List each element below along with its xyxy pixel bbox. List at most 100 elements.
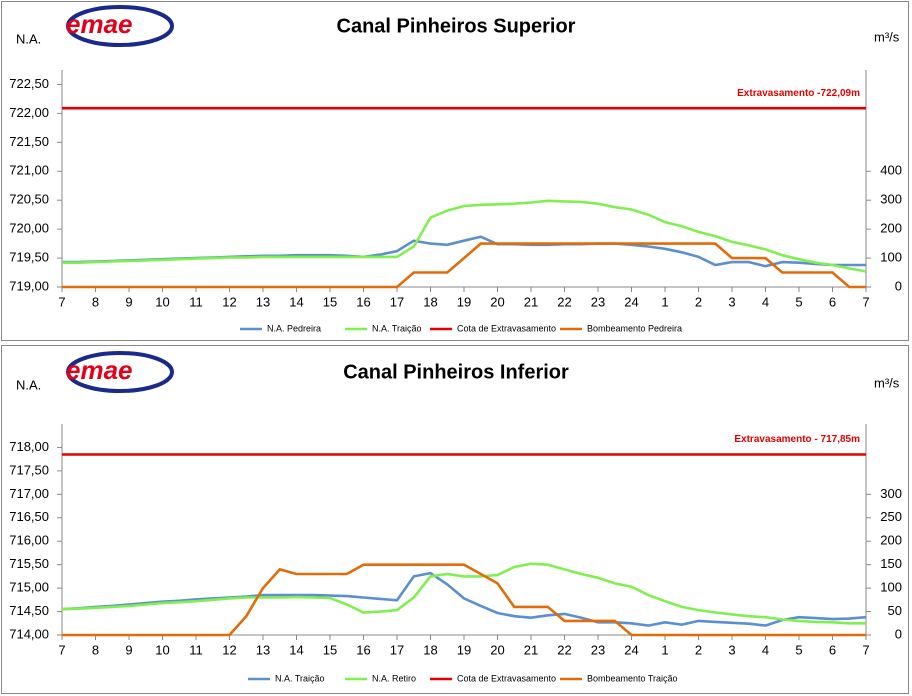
y-tick-label: 718,00 xyxy=(9,439,49,454)
chart-title: Canal Pinheiros Inferior xyxy=(343,361,569,383)
x-tick-label: 4 xyxy=(762,294,769,309)
panel xyxy=(1,1,909,341)
legend-label: Cota de Extravasamento xyxy=(457,673,556,683)
x-tick-label: 22 xyxy=(557,642,571,657)
legend-label: N.A. Traição xyxy=(275,673,325,683)
annotation: Extravasamento -722,09m xyxy=(737,88,860,99)
x-tick-label: 6 xyxy=(829,294,836,309)
legend-label: N.A. Pedreira xyxy=(267,323,321,333)
x-tick-label: 14 xyxy=(289,294,303,309)
x-tick-label: 21 xyxy=(524,642,538,657)
x-tick-label: 1 xyxy=(661,642,668,657)
y2-axis-label: m³/s xyxy=(874,375,900,390)
x-tick-label: 7 xyxy=(58,642,65,657)
y-tick-label: 720,00 xyxy=(9,221,49,236)
x-tick-label: 3 xyxy=(728,294,735,309)
y-tick-label: 722,50 xyxy=(9,76,49,91)
y2-tick-label: 100 xyxy=(880,580,902,595)
y-tick-label: 717,00 xyxy=(9,486,49,501)
y-tick-label: 714,00 xyxy=(9,626,49,641)
y-tick-label: 721,00 xyxy=(9,163,49,178)
y-tick-label: 719,00 xyxy=(9,278,49,293)
y-tick-label: 714,50 xyxy=(9,603,49,618)
x-tick-label: 10 xyxy=(155,642,169,657)
x-tick-label: 23 xyxy=(591,642,605,657)
series-line xyxy=(62,563,866,637)
x-tick-label: 20 xyxy=(490,642,504,657)
x-tick-label: 8 xyxy=(92,294,99,309)
y-tick-label: 716,50 xyxy=(9,509,49,524)
x-tick-label: 16 xyxy=(356,294,370,309)
legend-label: Cota de Extravasamento xyxy=(457,323,556,333)
x-tick-label: 8 xyxy=(92,642,99,657)
logo-swoosh xyxy=(66,5,174,47)
y-tick-label: 716,00 xyxy=(9,533,49,548)
y2-tick-label: 50 xyxy=(888,603,902,618)
chart: emae Canal Pinheiros Inferior N.A. m³/s 714,… xyxy=(9,351,902,683)
x-tick-label: 17 xyxy=(390,294,404,309)
x-tick-label: 23 xyxy=(591,294,605,309)
x-tick-label: 22 xyxy=(557,294,571,309)
x-tick-label: 7 xyxy=(58,294,65,309)
y2-tick-label: 200 xyxy=(880,221,902,236)
x-tick-label: 18 xyxy=(423,642,437,657)
y-tick-label: 717,50 xyxy=(9,462,49,477)
y2-axis-label: m³/s xyxy=(874,29,900,44)
legend-label: Bombeamento Traição xyxy=(587,673,678,683)
x-tick-label: 7 xyxy=(862,642,869,657)
series-line xyxy=(61,571,867,627)
logo: emae xyxy=(66,9,133,39)
y2-tick-label: 300 xyxy=(880,192,902,207)
x-tick-label: 20 xyxy=(490,294,504,309)
y2-tick-label: 400 xyxy=(880,163,902,178)
y-tick-label: 721,50 xyxy=(9,134,49,149)
legend-label: N.A. Retiro xyxy=(372,673,416,683)
logo: emae xyxy=(66,355,133,385)
y-tick-label: 715,50 xyxy=(9,556,49,571)
x-tick-label: 5 xyxy=(795,294,802,309)
x-tick-label: 14 xyxy=(289,642,303,657)
y-tick-label: 722,00 xyxy=(9,105,49,120)
x-tick-label: 13 xyxy=(256,294,270,309)
x-tick-label: 10 xyxy=(155,294,169,309)
x-tick-label: 19 xyxy=(457,642,471,657)
legend-label: N.A. Traição xyxy=(372,323,422,333)
y2-tick-label: 300 xyxy=(880,486,902,501)
x-tick-label: 11 xyxy=(189,642,203,657)
y-tick-label: 715,00 xyxy=(9,580,49,595)
y-axis-label: N.A. xyxy=(16,377,41,392)
x-tick-label: 2 xyxy=(695,294,702,309)
x-tick-label: 15 xyxy=(323,294,337,309)
series-line xyxy=(62,199,867,273)
panel xyxy=(1,345,909,694)
y2-tick-label: 0 xyxy=(895,626,902,641)
x-tick-label: 24 xyxy=(624,294,638,309)
x-tick-label: 18 xyxy=(423,294,437,309)
x-tick-label: 21 xyxy=(524,294,538,309)
y2-tick-label: 150 xyxy=(880,556,902,571)
x-tick-label: 1 xyxy=(661,294,668,309)
annotation: Extravasamento - 717,85m xyxy=(734,434,860,445)
y2-tick-label: 250 xyxy=(880,509,902,524)
x-tick-label: 5 xyxy=(795,642,802,657)
series-line xyxy=(61,562,866,625)
y2-tick-label: 200 xyxy=(880,533,902,548)
y-tick-label: 720,50 xyxy=(9,192,49,207)
x-tick-label: 11 xyxy=(189,294,203,309)
x-tick-label: 7 xyxy=(862,294,869,309)
x-tick-label: 19 xyxy=(457,294,471,309)
x-tick-label: 15 xyxy=(323,642,337,657)
x-tick-label: 2 xyxy=(695,642,702,657)
x-tick-label: 4 xyxy=(762,642,769,657)
x-tick-label: 24 xyxy=(624,642,638,657)
y2-tick-label: 0 xyxy=(895,278,902,293)
x-tick-label: 12 xyxy=(222,642,236,657)
x-tick-label: 17 xyxy=(390,642,404,657)
chart-title: Canal Pinheiros Superior xyxy=(337,15,576,37)
legend-label: Bombeamento Pedreira xyxy=(587,323,682,333)
y-tick-label: 719,50 xyxy=(9,250,49,265)
x-tick-label: 13 xyxy=(256,642,270,657)
x-tick-label: 12 xyxy=(222,294,236,309)
x-tick-label: 9 xyxy=(125,294,132,309)
